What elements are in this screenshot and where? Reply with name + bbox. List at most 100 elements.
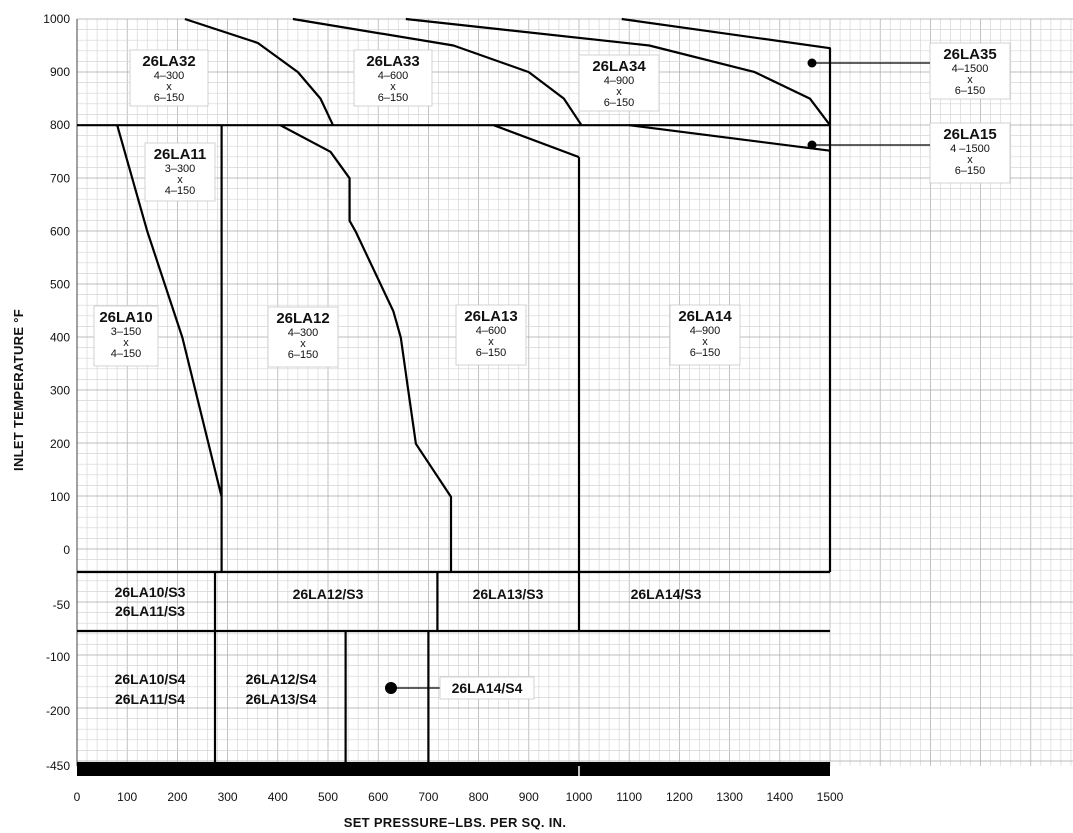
x-tick-label: 1400	[766, 790, 793, 804]
boundary-c12	[279, 124, 453, 572]
x-tick-label: 800	[469, 790, 489, 804]
region-label-box	[129, 49, 209, 107]
region-size-x: x	[177, 174, 183, 186]
region-code: 26LA14	[678, 308, 732, 325]
x-tick-label: 600	[368, 790, 388, 804]
region-label-box	[144, 142, 216, 202]
region-label-box	[669, 304, 741, 366]
y-tick-label: 900	[50, 65, 70, 79]
y-tick-label: 1000	[43, 12, 70, 26]
boundary-c15	[629, 124, 831, 152]
band-label: 26LA14/S4	[452, 680, 523, 696]
x-tick-label: 0	[74, 790, 81, 804]
leader-dot	[807, 140, 817, 150]
y-tick-label: 200	[50, 437, 70, 451]
scale-bars	[77, 762, 830, 776]
region-size-x: x	[488, 336, 494, 348]
region-size-top: 4–900	[690, 325, 721, 337]
region-code: 26LA11	[154, 146, 207, 163]
boundary-c32	[184, 17, 334, 126]
region-label-box	[93, 305, 159, 367]
band-label: 26LA12/S3	[293, 586, 364, 602]
region-code: 26LA33	[366, 53, 419, 70]
region-size-x: x	[390, 81, 396, 93]
y-tick-label: 500	[50, 278, 70, 292]
region-size-x: x	[967, 74, 973, 86]
x-tick-label: 1200	[666, 790, 693, 804]
band-label: 26LA12/S4	[246, 671, 317, 687]
region-label-box	[929, 42, 1011, 100]
y-tick-label: -450	[46, 759, 70, 773]
band-label: 26LA10/S3	[115, 584, 186, 600]
region-size-bottom: 6–150	[288, 349, 319, 361]
x-tick-label: 300	[218, 790, 238, 804]
region-code: 26LA35	[943, 46, 996, 63]
region-code: 26LA34	[592, 58, 646, 75]
region-size-x: x	[616, 86, 622, 98]
region-size-top: 3–150	[111, 326, 142, 338]
region-label-box	[439, 676, 535, 700]
y-tick-label: 800	[50, 118, 70, 132]
region-size-bottom: 6–150	[378, 92, 409, 104]
region-label-box	[353, 49, 433, 107]
y-tick-label: 400	[50, 331, 70, 345]
region-size-top: 4–600	[476, 325, 507, 337]
region-code: 26LA12	[276, 310, 329, 327]
x-tick-labels: 0 100 200 300 400 500 600 700 800 900 1000 1100 1200…	[74, 790, 844, 804]
region-size-top: 4 –1500	[950, 143, 990, 155]
boundary-c13	[493, 124, 580, 159]
region-label-box	[929, 122, 1011, 184]
boundary-c10	[116, 124, 223, 498]
region-size-bottom: 4–150	[165, 185, 196, 197]
y-tick-label: -100	[46, 650, 70, 664]
x-tick-label: 1100	[616, 790, 642, 804]
boundary-c33	[292, 17, 583, 126]
region-label-box	[267, 306, 339, 368]
band-label: 26LA13/S4	[246, 691, 317, 707]
s3-band-labels: 26LA10/S3 26LA11/S3 26LA12/S3 26LA13/S3 26LA…	[115, 584, 702, 619]
x-tick-label: 100	[117, 790, 137, 804]
region-size-top: 4–600	[378, 70, 409, 82]
x-tick-label: 700	[418, 790, 438, 804]
region-code: 26LA32	[142, 53, 195, 70]
x-tick-label: 1000	[566, 790, 593, 804]
region-label-box	[455, 304, 527, 366]
y-axis-label: INLET TEMPERATURE °F	[11, 309, 26, 471]
region-code: 26LA10	[99, 309, 152, 326]
band-label: 26LA13/S3	[473, 586, 544, 602]
region-size-top: 4–900	[604, 75, 635, 87]
y-tick-label: 100	[50, 490, 70, 504]
region-size-bottom: 6–150	[955, 85, 986, 97]
s4-band-labels: 26LA10/S4 26LA11/S4 26LA12/S4 26LA13/S4 26LA…	[115, 671, 535, 707]
x-axis-label: SET PRESSURE–LBS. PER SQ. IN.	[344, 815, 567, 830]
region-label-26la14-s4: 26LA14/S4	[385, 676, 535, 700]
region-size-top: 3–300	[165, 163, 196, 175]
region-size-top: 4–300	[154, 70, 185, 82]
x-tick-label: 1500	[817, 790, 844, 804]
region-code: 26LA13	[464, 308, 517, 325]
band-label: 26LA10/S4	[115, 671, 186, 687]
x-tick-label: 900	[519, 790, 539, 804]
y-tick-label: -50	[53, 598, 71, 612]
region-size-x: x	[702, 336, 708, 348]
x-tick-label: 500	[318, 790, 338, 804]
boundary-c35	[621, 17, 832, 126]
region-size-top: 4–300	[288, 327, 319, 339]
region-size-bottom: 6–150	[955, 165, 986, 177]
band-label: 26LA11/S3	[115, 603, 185, 619]
scale-bar-1000-1500	[579, 762, 830, 776]
region-label-box	[578, 54, 660, 112]
region-size-x: x	[123, 337, 129, 349]
band-label: 26LA11/S4	[115, 691, 185, 707]
